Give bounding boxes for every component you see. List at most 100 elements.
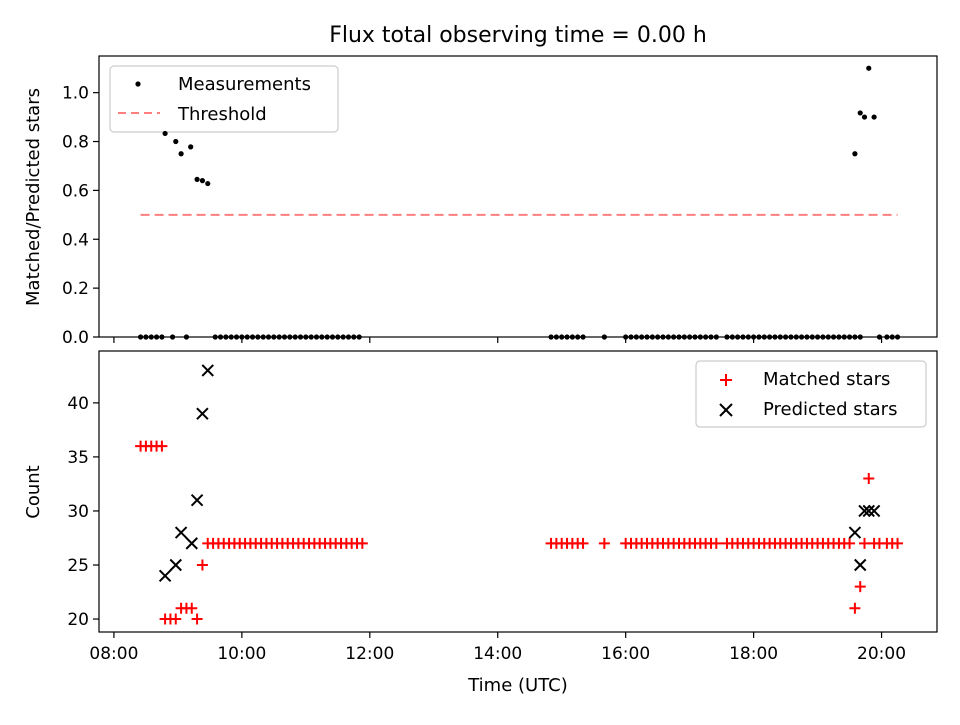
matched-star-point: [710, 537, 722, 549]
predicted-star-point: [185, 537, 198, 550]
measurement-point: [841, 334, 847, 340]
measurement-point: [194, 176, 200, 182]
measurement-point: [756, 334, 762, 340]
measurement-point: [814, 334, 821, 340]
matched-star-point: [191, 613, 203, 625]
x-tick-label: 08:00: [89, 644, 138, 664]
measurement-point: [740, 334, 746, 340]
measurement-point: [188, 144, 194, 150]
top-y-axis-label: Matched/Predicted stars: [23, 88, 44, 306]
measurement-point: [356, 334, 362, 340]
measurement-point: [137, 334, 144, 340]
bottom-y-tick-label: 40: [67, 394, 89, 414]
measurement-point: [793, 334, 799, 340]
measurement-point: [553, 334, 559, 340]
matched-star-point: [849, 602, 861, 614]
measurement-point: [665, 334, 671, 340]
measurement-point: [303, 334, 309, 340]
bottom-legend: Matched stars Predicted stars: [695, 360, 927, 428]
measurement-point: [852, 334, 858, 340]
predicted-star-point: [174, 526, 188, 539]
predicted-star-point: [196, 407, 209, 420]
matched-star-point: [356, 537, 368, 549]
measurement-point: [239, 334, 245, 340]
matched-star-point: [844, 537, 856, 549]
measurement-point: [548, 334, 554, 340]
measurement-point: [217, 334, 224, 340]
measurement-point: [143, 334, 149, 340]
measurements-legend-marker: [135, 81, 141, 87]
measurement-point: [559, 334, 565, 340]
matched-star-point: [577, 537, 589, 549]
measurement-point: [788, 334, 794, 340]
measurement-point: [564, 334, 570, 340]
predicted-star-point: [169, 558, 182, 572]
measurement-point: [271, 334, 277, 340]
measurement-point: [199, 178, 206, 184]
predicted-legend-label: Predicted stars: [763, 399, 897, 420]
bottom-legend-frame: [695, 360, 927, 428]
measurement-point: [761, 334, 767, 340]
matched-star-point: [863, 473, 875, 485]
x-axis-label: Time (UTC): [467, 675, 568, 696]
matched-star-point: [196, 559, 208, 571]
measurement-point: [281, 334, 288, 340]
measurement-point: [894, 334, 901, 340]
measurement-point: [260, 334, 266, 340]
measurement-point: [287, 334, 293, 340]
matched-star-point: [854, 581, 866, 593]
measurement-point: [313, 334, 320, 340]
measurement-point: [866, 65, 872, 71]
measurement-point: [340, 334, 346, 340]
x-tick-label: 10:00: [217, 644, 266, 664]
measurement-point: [265, 334, 272, 340]
x-tick-label: 14:00: [473, 644, 522, 664]
measurement-point: [173, 138, 179, 145]
measurement-point: [692, 334, 698, 340]
measurement-point: [205, 180, 211, 187]
x-tick-label: 20:00: [857, 644, 906, 664]
chart-title: Flux total observing time = 0.00 h: [329, 23, 707, 48]
measurement-point: [644, 334, 650, 340]
predicted-star-point: [201, 364, 214, 377]
measurement-point: [319, 334, 325, 340]
x-tick-label: 16:00: [601, 644, 650, 664]
measurement-point: [861, 114, 868, 120]
measurement-point: [857, 110, 863, 116]
measurement-point: [876, 334, 883, 340]
measurement-point: [857, 334, 863, 340]
measurement-point: [729, 334, 735, 340]
measurement-point: [852, 151, 858, 157]
measurement-point: [335, 334, 341, 340]
bottom-y-axis-label: Count: [23, 465, 44, 518]
measurement-point: [324, 334, 330, 340]
bottom-y-tick-label: 30: [67, 502, 89, 522]
measurement-point: [569, 334, 575, 340]
measurement-point: [809, 334, 815, 340]
top-y-tick-label: 0.8: [62, 133, 89, 153]
bottom-y-tick-label: 20: [67, 610, 89, 630]
predicted-star-point: [848, 526, 862, 539]
measurement-point: [639, 334, 645, 340]
bottom-y-tick-label: 25: [67, 556, 89, 576]
matched-star-point: [186, 602, 198, 614]
measurement-point: [649, 334, 655, 340]
measurement-point: [697, 334, 703, 340]
predicted-star-point: [858, 504, 871, 518]
measurement-point: [724, 334, 730, 340]
predicted-star-point: [190, 493, 204, 507]
matched-legend-marker: [720, 374, 732, 386]
threshold-legend-label: Threshold: [177, 104, 267, 125]
matched-star-point: [859, 537, 871, 549]
measurement-point: [628, 334, 634, 340]
matched-star-point: [598, 537, 610, 549]
measurement-point: [703, 334, 709, 340]
bottom-plot-frame: [98, 350, 938, 633]
measurement-point: [777, 334, 783, 340]
measurement-point: [308, 334, 314, 340]
measurement-point: [292, 334, 298, 340]
measurement-point: [351, 334, 357, 340]
measurement-point: [830, 334, 837, 340]
measurement-point: [681, 334, 687, 340]
